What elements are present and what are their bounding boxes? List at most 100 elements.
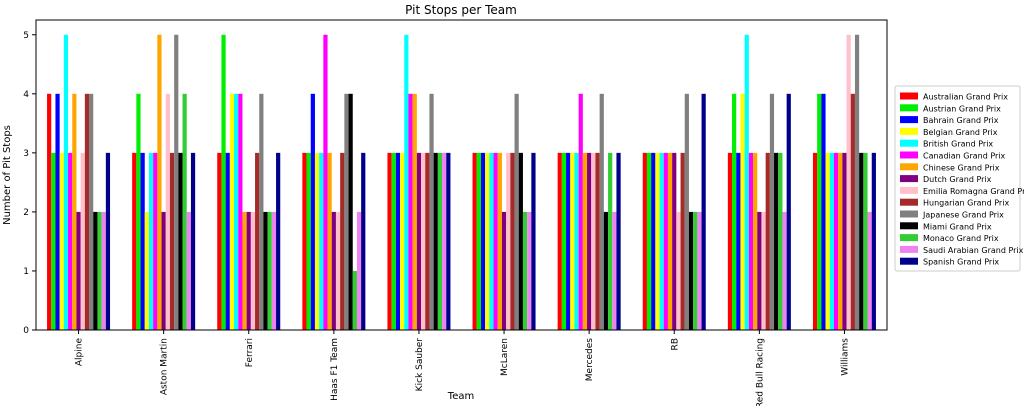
bar [485,152,490,330]
bar [603,211,609,330]
x-tick-label: Aston Martin [160,338,170,395]
bar [144,211,149,330]
bar [493,152,498,330]
bar [412,93,417,330]
bar [153,152,158,330]
legend-label: Hungarian Grand Prix [923,199,1009,208]
bar [47,93,52,330]
bar [642,152,647,330]
x-axis-label: Team [447,391,474,402]
bar [850,93,855,330]
bar [340,152,345,330]
bar [557,152,562,330]
plot-frame [35,19,888,331]
legend-label: Austrian Grand Prix [923,104,1001,113]
bar [63,34,69,330]
bar [829,152,834,330]
bar [757,211,762,330]
bar [421,152,426,330]
bar [76,211,81,330]
legend-label: Chinese Grand Prix [923,163,1000,172]
legend-label: Saudi Arabian Grand Prix [923,246,1024,255]
bar [663,152,668,330]
bar [408,93,413,330]
legend-swatch [900,139,918,147]
legend-swatch [900,151,918,159]
bar [136,93,141,330]
bar [234,93,239,330]
x-axis: Alpine Aston Martin Ferrari Haas F1 Team Kic… [75,330,850,406]
bar [225,152,230,330]
bar [599,93,604,330]
bar [80,152,85,330]
x-tick-label: Alpine [75,338,85,367]
bar [344,93,349,330]
legend-swatch [900,222,918,230]
bar [400,152,405,330]
bar [821,93,826,330]
bar [748,152,754,330]
bar [395,152,401,330]
legend-swatch [900,175,918,183]
bar [255,152,260,330]
bar [697,211,702,330]
bar [416,152,422,330]
bar [51,152,56,330]
bar [348,93,353,330]
legend-swatch [900,186,918,194]
bar [178,152,183,330]
bar [587,152,592,330]
x-tick-label: Ferrari [245,338,255,367]
bar [570,152,575,330]
bar [688,211,694,330]
bar [335,211,341,330]
legend-swatch [900,92,918,100]
bar [442,152,447,330]
bar [531,152,536,330]
bar [608,152,613,330]
bar [655,152,660,330]
bar [250,211,256,330]
bar [833,152,839,330]
bar [276,152,281,330]
bar [132,152,137,330]
bar [753,152,758,330]
bar [812,152,818,330]
bar [846,34,851,330]
bar [89,93,94,330]
x-tick-label: Haas F1 Team [330,338,340,401]
bar [93,211,98,330]
legend-label: Belgian Grand Prix [923,128,998,137]
bar [157,34,162,330]
bar [867,211,872,330]
x-tick-label: Williams [840,338,850,376]
bar [566,152,571,330]
bar [242,211,247,330]
bar [646,152,652,330]
legend-label: Dutch Grand Prix [923,175,992,184]
bar [501,211,507,330]
bar [518,152,523,330]
legend-frame [894,85,1021,272]
bar [101,211,106,330]
bar [140,152,145,330]
bar [476,152,481,330]
legend-label: Bahrain Grand Prix [923,116,999,125]
bar [59,152,64,330]
legend-label: Monaco Grand Prix [923,234,999,243]
bar [561,152,567,330]
bar [489,152,494,330]
legend-swatch [900,127,918,135]
bar [238,93,243,330]
bar [246,211,251,330]
bar [582,152,588,330]
bar [259,93,264,330]
bar [871,152,876,330]
bar [446,152,451,330]
bar [786,93,791,330]
bar [578,93,583,330]
bar [429,93,434,330]
y-tick-label: 5 [23,31,29,41]
x-tick-label: Red Bull Racing [755,338,765,406]
